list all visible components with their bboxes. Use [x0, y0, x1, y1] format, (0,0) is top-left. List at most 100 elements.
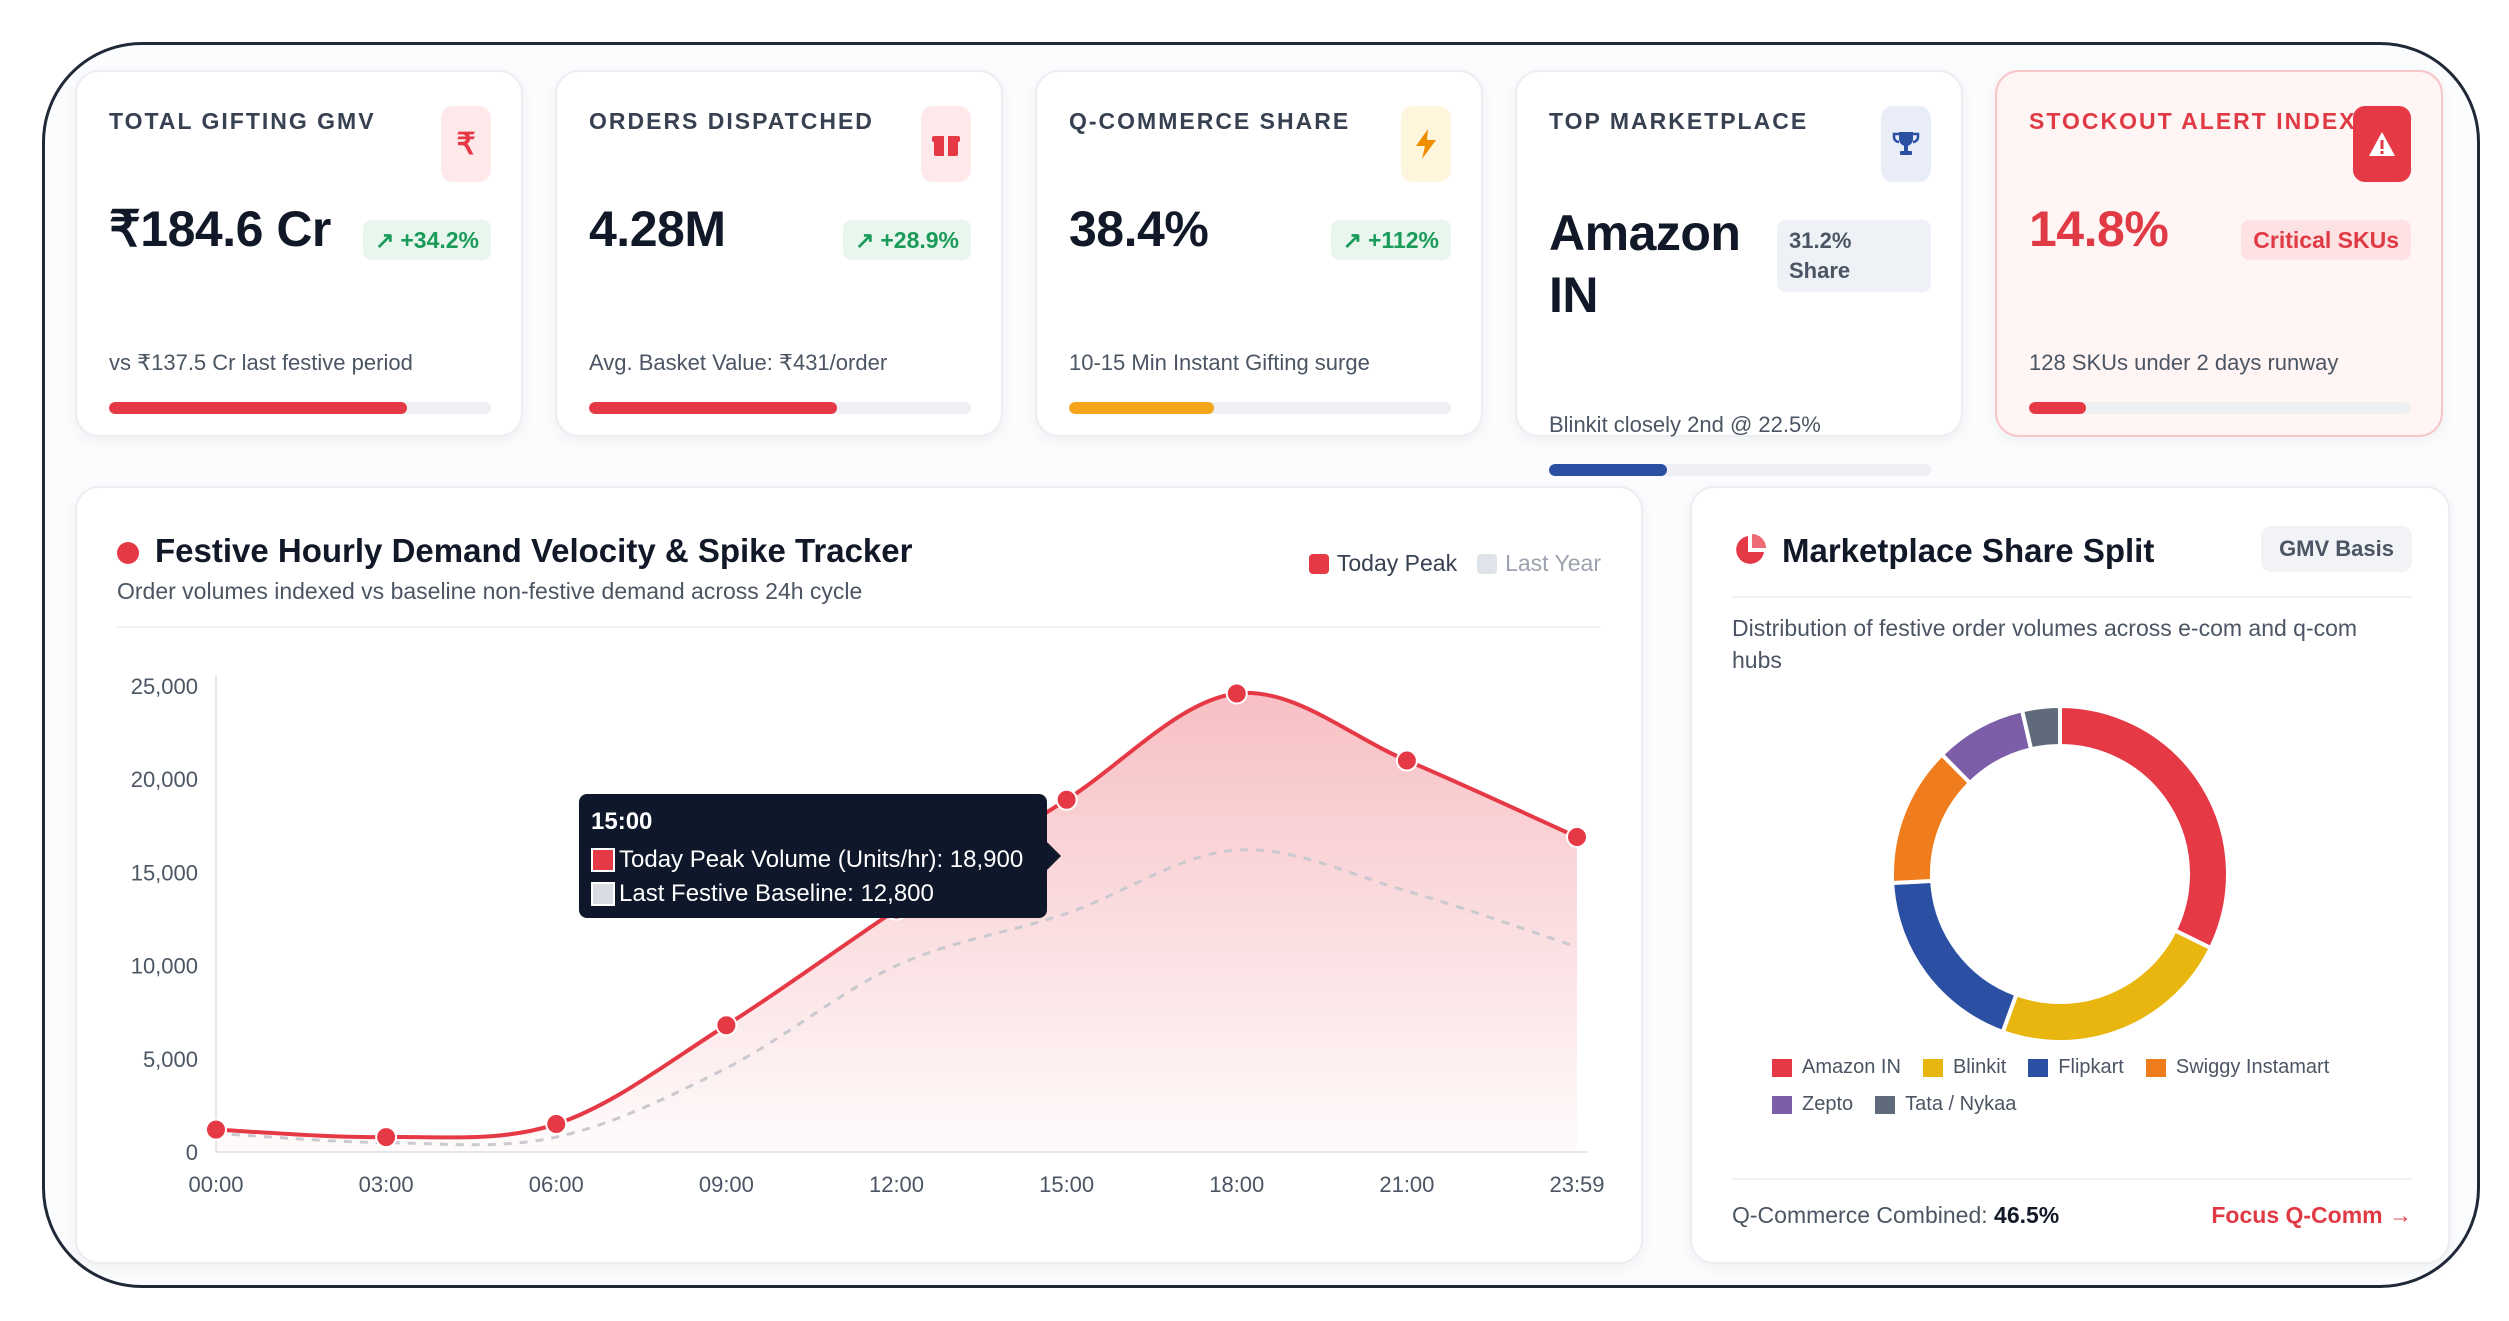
x-tick-label: 23:59	[1549, 1172, 1604, 1197]
tooltip-today-value: Today Peak Volume (Units/hr): 18,900	[619, 846, 1024, 873]
x-tick-label: 18:00	[1209, 1172, 1264, 1197]
kpi-card-q-commerce-share[interactable]: Q-COMMERCE SHARE 38.4% ↗ +112% 10-15 Min…	[1035, 70, 1483, 437]
marketplace-donut-chart[interactable]	[1692, 488, 2452, 1266]
gmv-basis-badge[interactable]: GMV Basis	[2261, 526, 2412, 572]
kpi-label: STOCKOUT ALERT INDEX	[2029, 108, 2357, 134]
x-tick-label: 21:00	[1379, 1172, 1434, 1197]
x-tick-label: 15:00	[1039, 1172, 1094, 1197]
kpi-delta-badge: ↗ +28.9%	[843, 220, 971, 260]
title-status-dot-icon	[117, 542, 139, 564]
kpi-card-total-gifting-gmv[interactable]: TOTAL GIFTING GMV ₹ ₹184.6 Cr ↗ +34.2% v…	[75, 70, 523, 437]
kpi-value-line1: Amazon	[1549, 205, 1741, 261]
kpi-progress-fill	[109, 402, 407, 414]
kpi-subtext: Blinkit closely 2nd @ 22.5%	[1549, 412, 1821, 437]
legend-item-last-year[interactable]: Last Year	[1477, 550, 1601, 577]
y-tick-label: 25,000	[131, 674, 198, 699]
legend-item[interactable]: Amazon IN	[1772, 1056, 1901, 1079]
kpi-card-stockout-alert-index[interactable]: STOCKOUT ALERT INDEX 14.8% Critical SKUs…	[1995, 70, 2443, 437]
divider	[1732, 596, 2412, 598]
divider	[117, 626, 1601, 628]
legend-label: Amazon IN	[1802, 1056, 1901, 1078]
kpi-progress-fill	[589, 402, 838, 414]
footer-value: 46.5%	[1994, 1202, 2060, 1228]
kpi-subtext: vs ₹137.5 Cr last festive period	[109, 350, 413, 375]
divider	[1732, 1178, 2412, 1180]
kpi-progress-fill	[1549, 464, 1668, 476]
kpi-delta-badge: ↗ +112%	[1330, 220, 1451, 260]
kpi-card-orders-dispatched[interactable]: ORDERS DISPATCHED 4.28M ↗ +28.9% Avg. Ba…	[555, 70, 1003, 437]
kpi-delta-value: +34.2%	[400, 226, 479, 253]
x-tick-label: 12:00	[869, 1172, 924, 1197]
legend-item[interactable]: Flipkart	[2028, 1056, 2124, 1079]
donut-slice-blinkit[interactable]	[2000, 927, 2214, 1044]
legend-label: Blinkit	[1952, 1056, 2007, 1078]
donut-slice-flipkart[interactable]	[1890, 878, 2019, 1035]
today-peak-point	[715, 1014, 738, 1037]
x-tick-label: 06:00	[529, 1172, 584, 1197]
y-tick-label: 10,000	[131, 954, 198, 979]
last-year-series-line	[215, 848, 1578, 1147]
critical-badge: Critical SKUs	[2241, 220, 2411, 260]
x-tick-label: 09:00	[699, 1172, 754, 1197]
legend-swatch	[1875, 1095, 1896, 1114]
kpi-card-top-marketplace[interactable]: TOP MARKETPLACE Amazon IN 31.2% Share Bl…	[1515, 70, 1963, 476]
rupee-icon: ₹	[441, 106, 491, 182]
today-peak-point	[545, 1113, 568, 1136]
chart-subtitle: Order volumes indexed vs baseline non-fe…	[117, 578, 863, 604]
kpi-value: Amazon IN	[1549, 202, 1741, 326]
legend-item[interactable]: Blinkit	[1922, 1056, 2007, 1079]
today-peak-point	[375, 1126, 398, 1149]
today-peak-point	[1395, 749, 1418, 772]
legend-swatch	[2028, 1058, 2049, 1077]
tooltip-row-today: Today Peak Volume (Units/hr): 18,900	[591, 846, 1035, 874]
today-area-fill	[216, 692, 1577, 1152]
tooltip-swatch	[591, 848, 615, 872]
legend-label: Tata / Nykaa	[1905, 1093, 2017, 1115]
chart-legend: Today Peak Last Year	[1308, 550, 1601, 577]
demand-line-chart[interactable]: 25,000 20,000 15,000 10,000 5,000 0 00:00 03:00…	[77, 488, 1645, 1266]
today-peak-point	[1566, 825, 1588, 848]
legend-item[interactable]: Swiggy Instamart	[2145, 1056, 2329, 1079]
today-peak-point	[1055, 788, 1078, 811]
kpi-progress-bar	[1069, 402, 1451, 414]
kpi-value: 38.4%	[1069, 201, 1209, 257]
share-badge: 31.2% Share	[1777, 220, 1931, 292]
legend-item-today[interactable]: Today Peak	[1308, 550, 1457, 577]
y-tick-label: 20,000	[131, 767, 198, 792]
legend-label: Flipkart	[2058, 1056, 2124, 1078]
trend-up-icon: ↗	[855, 226, 875, 253]
footer-label: Q-Commerce Combined:	[1732, 1202, 1988, 1228]
legend-item[interactable]: Tata / Nykaa	[1875, 1093, 2016, 1116]
chart-tooltip: 15:00 Today Peak Volume (Units/hr): 18,9…	[579, 794, 1061, 918]
chart-title: Festive Hourly Demand Velocity & Spike T…	[155, 532, 913, 569]
tooltip-row-last: Last Festive Baseline: 12,800	[591, 880, 1035, 908]
kpi-delta-value: +28.9%	[880, 226, 959, 253]
donut-legend: Amazon IN Blinkit Flipkart Swiggy Instamart…	[1772, 1056, 2392, 1116]
today-peak-point	[1225, 682, 1248, 705]
demand-chart-card: Festive Hourly Demand Velocity & Spike T…	[75, 486, 1643, 1264]
today-peak-point	[205, 1118, 227, 1141]
legend-swatch	[1772, 1095, 1792, 1114]
kpi-progress-bar	[589, 402, 971, 414]
legend-label: Last Year	[1505, 550, 1601, 576]
kpi-subtext: Avg. Basket Value: ₹431/order	[589, 350, 888, 375]
legend-swatch	[1477, 553, 1498, 574]
donut-slice-amazon-in[interactable]	[2058, 703, 2230, 951]
focus-q-comm-link[interactable]: Focus Q-Comm →	[2211, 1202, 2412, 1228]
share-badge-pct: 31.2%	[1789, 228, 1852, 253]
lightning-icon	[1401, 106, 1451, 182]
share-description: Distribution of festive order volumes ac…	[1732, 615, 2358, 673]
kpi-value-line2: IN	[1549, 267, 1599, 323]
donut-slice-tata-nykaa[interactable]	[2019, 703, 2062, 752]
legend-item[interactable]: Zepto	[1772, 1093, 1853, 1116]
trend-up-icon: ↗	[375, 226, 395, 253]
legend-swatch	[1922, 1058, 1943, 1077]
kpi-progress-bar	[109, 402, 491, 414]
trend-up-icon: ↗	[1342, 226, 1362, 253]
kpi-progress-fill	[2029, 402, 2087, 414]
legend-label: Zepto	[1802, 1093, 1854, 1115]
kpi-progress-fill	[1069, 402, 1215, 414]
kpi-subtext: 128 SKUs under 2 days runway	[2029, 350, 2339, 375]
warning-icon	[2353, 106, 2411, 182]
share-split-card: Marketplace Share Split GMV Basis Distri…	[1690, 486, 2450, 1264]
